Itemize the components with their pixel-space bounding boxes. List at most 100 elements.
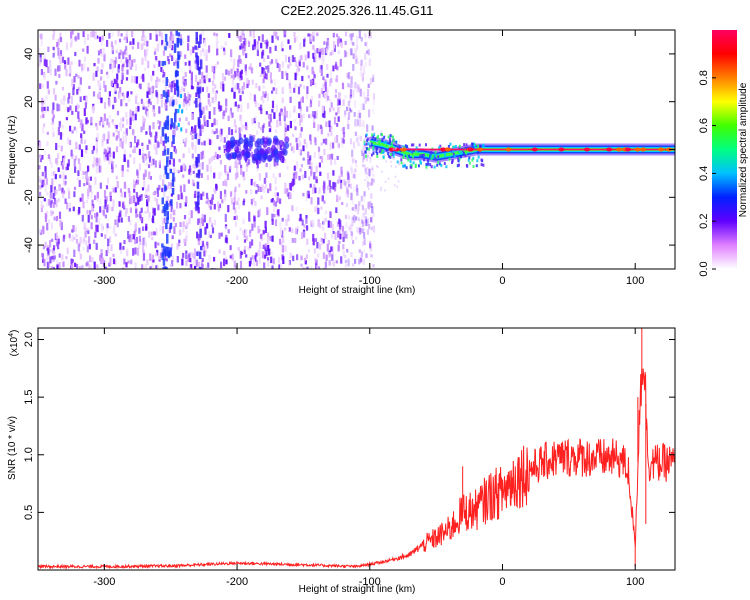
heatmap-cell	[184, 165, 187, 172]
heatmap-cell	[119, 188, 123, 193]
heatmap-cell	[47, 66, 50, 73]
heatmap-cell	[317, 146, 321, 153]
heatmap-cell	[51, 117, 54, 124]
heatmap-streak	[200, 246, 203, 251]
heatmap-streak	[162, 90, 166, 97]
heatmap-cell	[454, 145, 457, 148]
heatmap-cell	[125, 45, 128, 51]
heatmap-cell	[249, 229, 252, 233]
heatmap-cell	[146, 206, 149, 213]
heatmap-cell	[58, 104, 61, 112]
heatmap-cell	[182, 252, 185, 258]
heatmap-cell	[372, 97, 375, 105]
heatmap-cell	[80, 137, 83, 144]
heatmap-cell	[87, 176, 90, 182]
heatmap-cell	[261, 67, 264, 74]
heatmap-cell	[56, 103, 59, 112]
heatmap-cell	[121, 170, 124, 177]
heatmap-cell	[297, 86, 301, 95]
heatmap-cell	[96, 191, 99, 199]
heatmap-cell	[188, 211, 191, 216]
heatmap-cell	[459, 154, 462, 158]
heatmap-cell	[400, 147, 406, 152]
heatmap-cell	[138, 148, 141, 156]
heatmap-cell	[465, 164, 468, 167]
heatmap-cell	[201, 219, 205, 226]
heatmap-cell	[336, 98, 340, 106]
heatmap-cell	[245, 254, 248, 258]
heatmap-cell	[137, 102, 140, 110]
heatmap-cell	[284, 182, 287, 190]
heatmap-cell	[163, 145, 166, 152]
heatmap-cell	[224, 214, 227, 222]
heatmap-cell	[279, 145, 282, 150]
heatmap-cell	[254, 255, 257, 262]
heatmap-streak	[196, 86, 199, 95]
heatmap-cell	[174, 223, 177, 227]
heatmap-cell	[100, 52, 104, 57]
heatmap-cell	[240, 75, 243, 80]
heatmap-cell	[283, 106, 286, 111]
heatmap-cell	[78, 144, 81, 150]
heatmap-cell	[351, 174, 354, 178]
heatmap-cell	[396, 160, 399, 164]
heatmap-cell	[190, 251, 193, 258]
heatmap-cell	[82, 201, 85, 209]
heatmap-cell	[178, 159, 181, 163]
heatmap-cell	[300, 232, 304, 239]
heatmap-cell	[347, 112, 351, 120]
heatmap-cell	[367, 202, 370, 209]
heatmap-cell	[300, 55, 303, 61]
heatmap-cell	[392, 148, 395, 151]
heatmap-cell	[138, 244, 141, 249]
heatmap-cell	[348, 84, 351, 88]
heatmap-cell	[213, 32, 216, 36]
heatmap-cell	[95, 70, 98, 77]
heatmap-cell	[89, 185, 92, 193]
heatmap-streak	[196, 201, 200, 210]
heatmap-cell	[456, 164, 459, 168]
heatmap-cell	[439, 144, 442, 148]
heatmap-cell	[156, 198, 159, 206]
heatmap-cell	[192, 179, 195, 184]
heatmap-cell	[50, 171, 53, 177]
heatmap-cell	[305, 254, 308, 259]
heatmap-cell	[322, 76, 325, 81]
heatmap-cell	[88, 85, 91, 89]
heatmap-cell	[345, 106, 349, 112]
heatmap-cell	[326, 64, 329, 70]
heatmap-cell	[161, 39, 164, 46]
heatmap-cell	[148, 156, 152, 163]
heatmap-cell	[151, 266, 154, 269]
spectrogram-image	[38, 30, 675, 269]
heatmap-cell	[43, 198, 46, 202]
heatmap-cell	[398, 160, 400, 163]
heatmap-streak	[197, 139, 201, 145]
heatmap-cell	[178, 239, 181, 243]
heatmap-cell	[309, 183, 312, 188]
heatmap-cell	[370, 217, 373, 223]
heatmap-cell	[307, 75, 310, 79]
heatmap-cell	[50, 185, 53, 193]
heatmap-cell	[93, 156, 96, 162]
heatmap-cell	[332, 181, 335, 190]
heatmap-cell	[278, 257, 281, 264]
heatmap-cell	[256, 130, 259, 135]
heatmap-cell	[62, 192, 65, 199]
heatmap-cell	[86, 210, 89, 215]
heatmap-cell	[325, 48, 328, 54]
heatmap-cell	[142, 253, 146, 261]
heatmap-cell	[321, 47, 324, 55]
heatmap-cell	[187, 121, 190, 126]
heatmap-cell	[189, 70, 192, 74]
heatmap-streak	[169, 222, 173, 229]
heatmap-cell	[344, 259, 347, 264]
heatmap-cell	[340, 41, 343, 48]
heatmap-cell	[125, 184, 128, 190]
heatmap-cell	[224, 165, 227, 173]
heatmap-cell	[182, 88, 185, 92]
heatmap-cell	[318, 162, 321, 168]
heatmap-cell	[388, 150, 391, 153]
heatmap-cell	[162, 79, 165, 84]
heatmap-cell	[257, 185, 260, 193]
